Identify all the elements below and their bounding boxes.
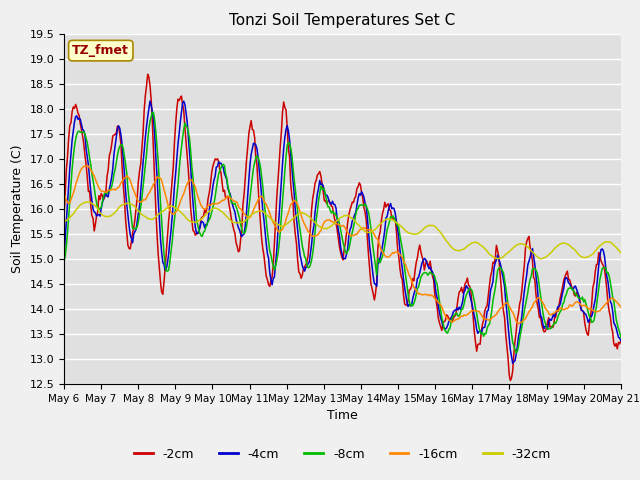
Title: Tonzi Soil Temperatures Set C: Tonzi Soil Temperatures Set C [229, 13, 456, 28]
X-axis label: Time: Time [327, 409, 358, 422]
Legend: -2cm, -4cm, -8cm, -16cm, -32cm: -2cm, -4cm, -8cm, -16cm, -32cm [129, 443, 556, 466]
Y-axis label: Soil Temperature (C): Soil Temperature (C) [11, 144, 24, 273]
Text: TZ_fmet: TZ_fmet [72, 44, 129, 57]
